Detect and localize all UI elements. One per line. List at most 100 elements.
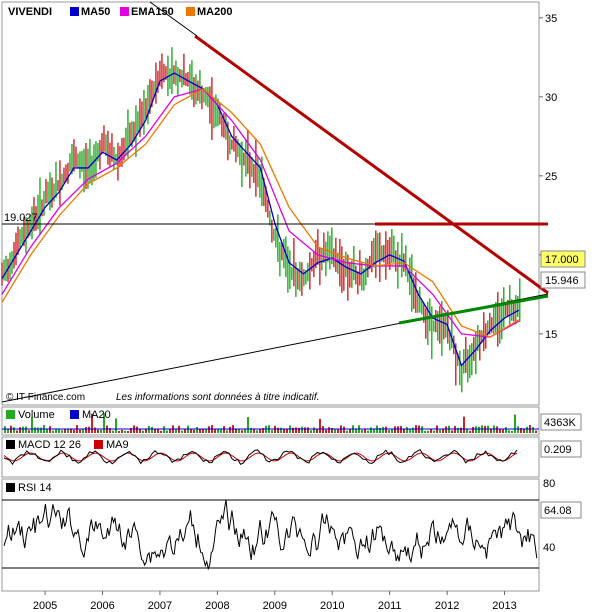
ma-line-ema150 <box>1 88 520 338</box>
volume-bar <box>124 430 126 433</box>
x-tick-label: 2010 <box>320 600 344 612</box>
volume-bar <box>61 430 63 433</box>
volume-bar <box>349 429 351 433</box>
volume-bar <box>463 416 465 433</box>
volume-bar <box>196 427 198 433</box>
volume-bar <box>154 428 156 433</box>
volume-bar <box>403 429 405 433</box>
volume-value-box <box>540 413 582 431</box>
volume-bar <box>373 428 375 433</box>
volume-bar <box>502 429 504 433</box>
volume-bar <box>328 427 330 433</box>
volume-bar <box>160 430 162 433</box>
volume-bar <box>145 428 147 433</box>
level-label: 19.027 <box>4 212 38 224</box>
x-axis: 2005 2006 2007 2008 2009 2010 2011 2012 2013 <box>33 591 517 612</box>
volume-bar <box>325 429 327 433</box>
volume-bar <box>460 427 462 433</box>
volume-bar <box>193 429 195 433</box>
y-tick-label: 30 <box>545 92 557 104</box>
legend-label-ma200: MA200 <box>197 6 232 18</box>
volume-bar <box>166 430 168 433</box>
volume-bar <box>250 427 252 433</box>
volume-bar <box>337 429 339 433</box>
volume-bar <box>130 428 132 433</box>
ma-line-ma200 <box>1 88 520 338</box>
volume-bar <box>241 430 243 433</box>
volume-bar <box>199 429 201 433</box>
volume-bar <box>361 430 363 433</box>
volume-bar <box>379 427 381 433</box>
ticker-label: VIVENDI <box>8 6 52 18</box>
volume-bar <box>496 426 498 433</box>
volume-bar <box>370 427 372 433</box>
macd-value: 0.209 <box>544 444 572 456</box>
legend-label-ema150: EMA150 <box>131 6 174 18</box>
volume-bar <box>445 426 447 433</box>
volume-bar <box>184 429 186 433</box>
volume-bar <box>142 430 144 433</box>
volume-bar <box>205 428 207 433</box>
x-tick-label: 2007 <box>148 600 172 612</box>
volume-bar <box>121 429 123 433</box>
volume-bar <box>115 418 117 433</box>
volume-bar <box>535 430 537 433</box>
volume-bar <box>127 430 129 433</box>
rsi-tick-40: 40 <box>543 542 555 554</box>
legend-swatch-ma9 <box>94 440 103 449</box>
volume-bar <box>49 426 51 433</box>
volume-value: 4363K <box>544 417 576 429</box>
macd-value-box <box>540 440 582 458</box>
volume-bar <box>394 426 396 433</box>
price-tag-close: 17.000 <box>545 254 579 266</box>
volume-bar <box>490 428 492 433</box>
x-tick-label: 2005 <box>33 600 57 612</box>
volume-bar <box>277 427 279 433</box>
volume-bar <box>292 427 294 433</box>
volume-bar <box>34 427 36 433</box>
volume-bar <box>169 429 171 433</box>
volume-bar <box>190 428 192 433</box>
copyright-text: © IT-Finance.com <box>6 392 85 403</box>
volume-bar <box>103 413 105 433</box>
rsi-line-path <box>3 499 538 571</box>
volume-bar <box>238 429 240 433</box>
volume-bar <box>259 428 261 433</box>
volume-bar <box>163 426 165 433</box>
volume-bar <box>37 427 39 433</box>
legend-label-rsi: RSI 14 <box>18 482 52 494</box>
legend-swatch-rsi <box>6 483 15 492</box>
volume-bar <box>505 427 507 433</box>
volume-bar <box>532 427 534 433</box>
volume-bar <box>283 428 285 433</box>
volume-bar <box>58 429 60 433</box>
legend-label-volume: Volume <box>18 409 55 421</box>
volume-bar <box>235 428 237 433</box>
thin-descending-line <box>149 1 198 37</box>
volume-bar <box>151 426 153 433</box>
volume-bar <box>307 427 309 433</box>
volume-bar <box>202 428 204 433</box>
volume-bar <box>508 430 510 433</box>
volume-bar <box>499 428 501 433</box>
volume-bar <box>514 414 516 433</box>
macd-panel-frame <box>1 436 540 478</box>
volume-bar <box>4 426 6 433</box>
price-tag-ma200: 15.946 <box>545 275 579 287</box>
legend-swatch-ma20 <box>70 410 79 419</box>
volume-bar <box>175 429 177 433</box>
legend-swatch-ma50 <box>70 7 79 16</box>
volume-bar <box>253 429 255 433</box>
volume-bar <box>67 429 69 433</box>
volume-bar <box>64 429 66 433</box>
volume-bar <box>526 426 528 433</box>
volume-bar <box>229 426 231 433</box>
volume-bar <box>91 413 93 433</box>
volume-bar <box>313 427 315 433</box>
volume-bar <box>295 427 297 433</box>
volume-bar <box>439 429 441 433</box>
volume-bar <box>286 429 288 433</box>
volume-bar <box>520 427 522 433</box>
volume-bar <box>364 428 366 433</box>
volume-bar <box>55 428 57 433</box>
